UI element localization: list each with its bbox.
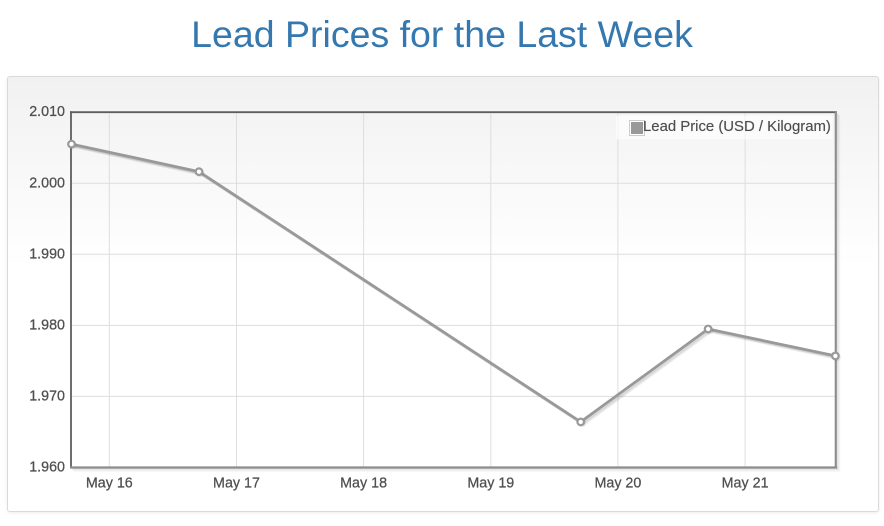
svg-text:2.000: 2.000 bbox=[29, 175, 65, 191]
svg-text:2.010: 2.010 bbox=[29, 104, 65, 120]
svg-text:1.960: 1.960 bbox=[29, 460, 65, 476]
svg-text:1.970: 1.970 bbox=[29, 388, 65, 404]
svg-text:May 21: May 21 bbox=[722, 475, 769, 491]
svg-text:May 20: May 20 bbox=[594, 475, 641, 491]
svg-text:1.980: 1.980 bbox=[29, 317, 65, 333]
svg-text:May 19: May 19 bbox=[467, 475, 514, 491]
svg-text:1.990: 1.990 bbox=[29, 246, 65, 262]
svg-text:May 18: May 18 bbox=[340, 475, 387, 491]
svg-text:May 16: May 16 bbox=[86, 475, 133, 491]
svg-text:May 17: May 17 bbox=[213, 475, 260, 491]
